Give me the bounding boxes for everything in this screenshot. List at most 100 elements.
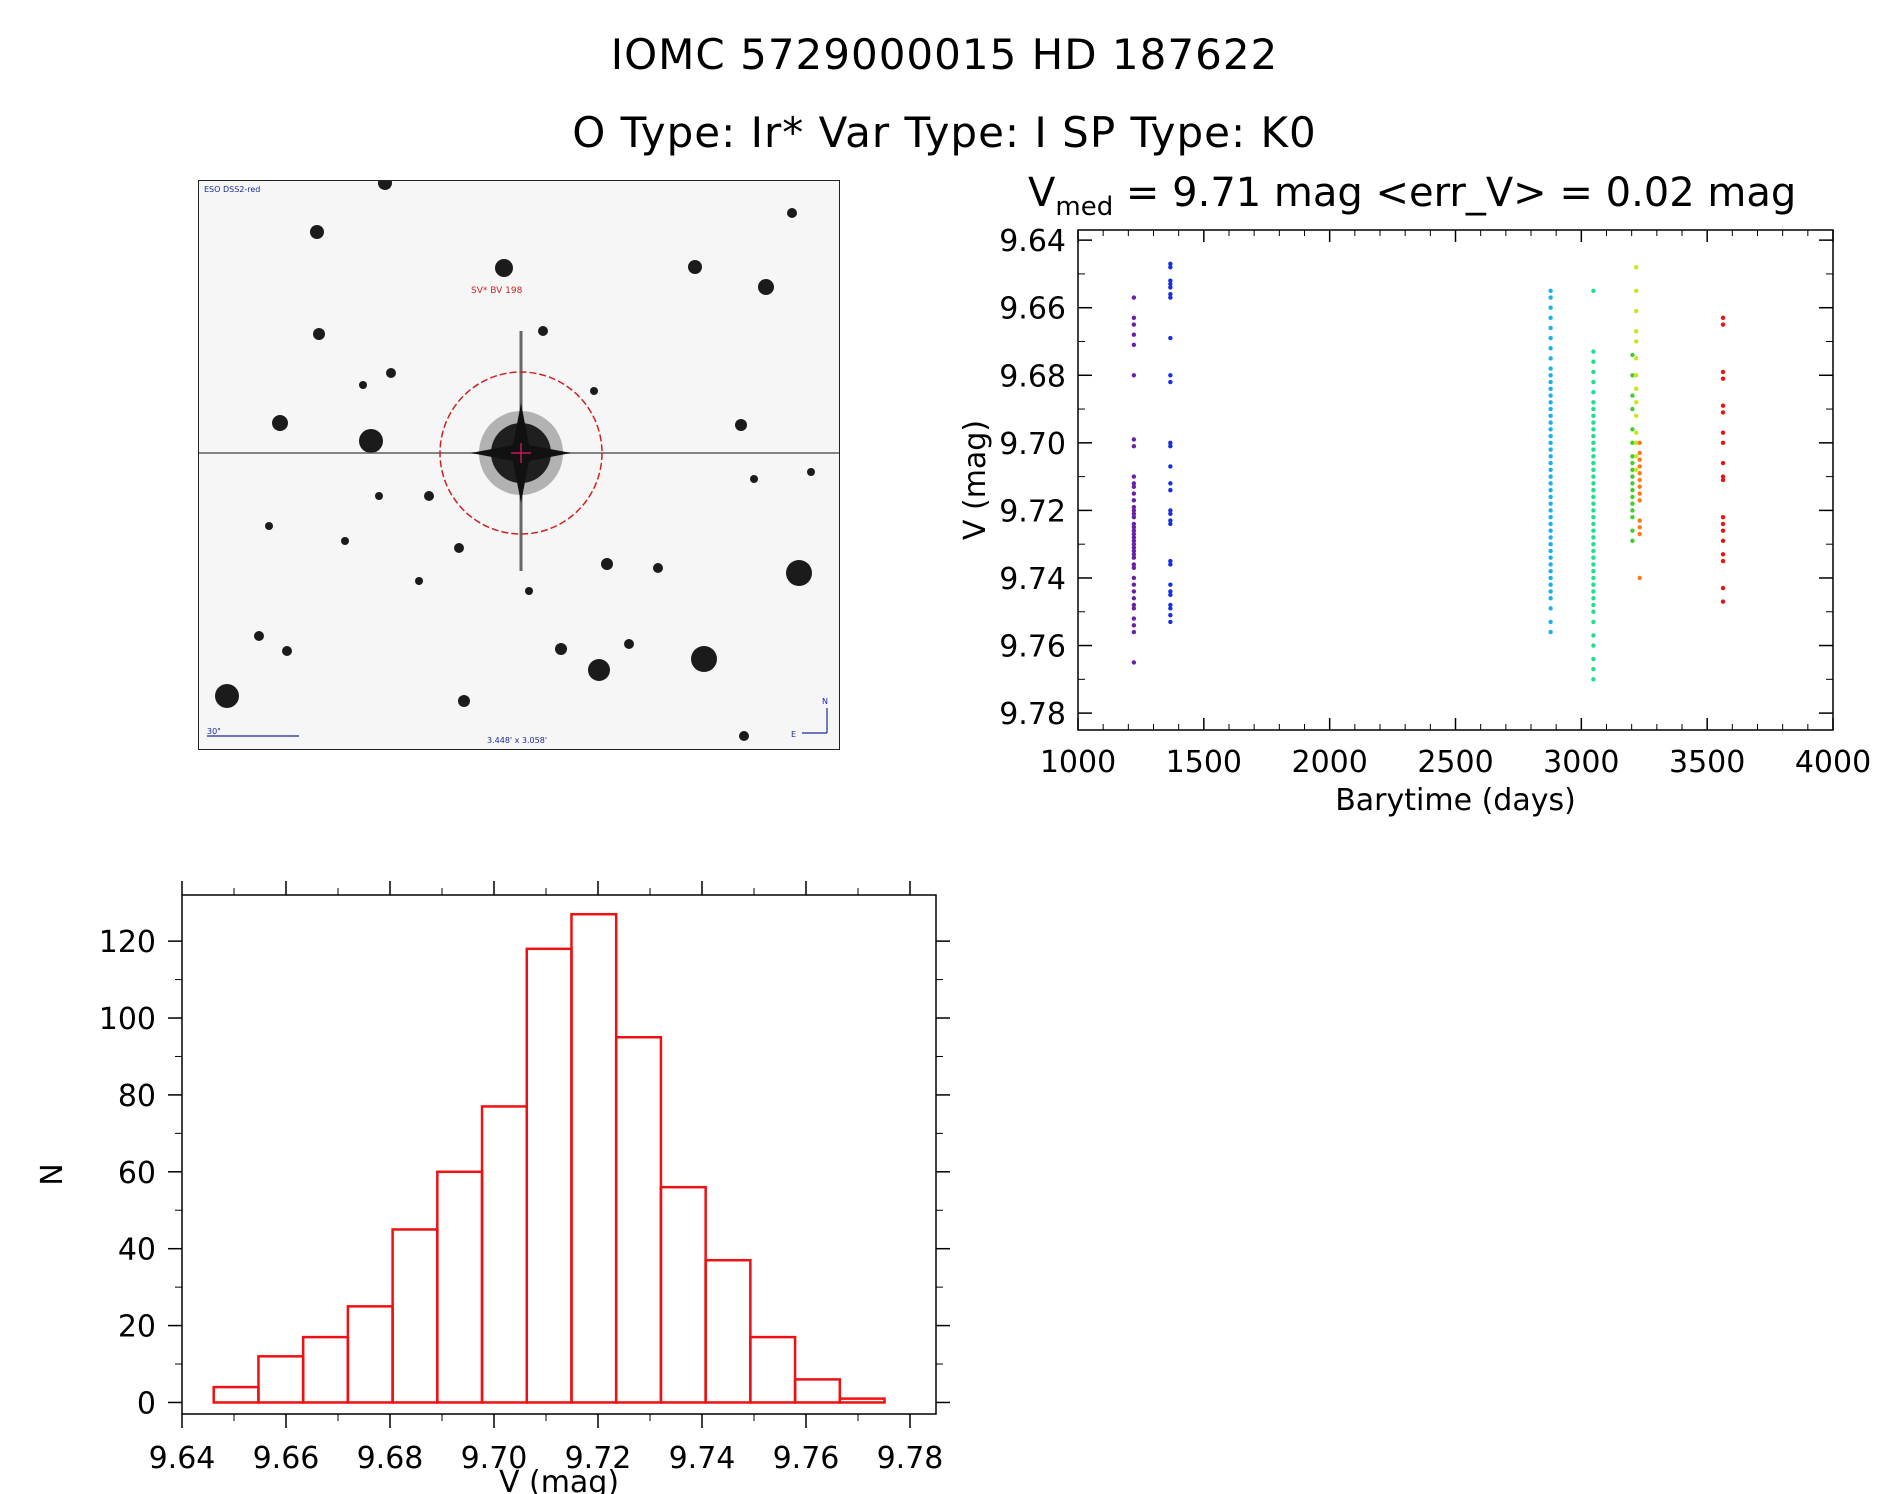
lightcurve-point	[1630, 528, 1635, 533]
survey-label: ESO DSS2-red	[204, 185, 260, 194]
lightcurve-point	[1131, 315, 1137, 321]
lightcurve-point	[1591, 369, 1596, 375]
lightcurve-point	[1168, 582, 1173, 587]
lightcurve-point	[1548, 487, 1553, 493]
lightcurve-point	[1548, 433, 1553, 439]
histogram-bar	[704, 1258, 752, 1404]
lightcurve-point	[1720, 403, 1726, 408]
lightcurve-point	[1131, 548, 1137, 554]
lightcurve-x-tick-label: 2500	[1417, 745, 1493, 780]
histogram-y-axis-label: N	[35, 1163, 70, 1185]
lightcurve-point	[1168, 562, 1173, 567]
lightcurve-title-v: V	[1028, 170, 1056, 216]
lightcurve-point	[1637, 491, 1642, 496]
lightcurve-point	[1637, 518, 1642, 523]
lightcurve-point	[1131, 660, 1137, 665]
lightcurve-point	[1131, 521, 1137, 527]
lightcurve-point	[1168, 278, 1173, 283]
histogram-x-tick-label: 9.70	[461, 1441, 528, 1476]
lightcurve-point	[1131, 474, 1137, 479]
lightcurve-point	[1548, 379, 1553, 385]
field-star	[386, 368, 396, 378]
lightcurve-point	[1720, 599, 1726, 604]
lightcurve-point	[1591, 349, 1596, 354]
lightcurve-x-tick-label: 1500	[1166, 745, 1242, 780]
lightcurve-y-tick-label: 9.74	[999, 562, 1066, 597]
lightcurve-title: Vmed = 9.71 mag <err_V> = 0.02 mag	[1028, 170, 1796, 222]
lightcurve-point	[1591, 454, 1596, 459]
lightcurve-point	[1720, 376, 1726, 381]
lightcurve-point	[1168, 285, 1173, 290]
lightcurve-point	[1591, 596, 1596, 601]
lightcurve-point	[1630, 494, 1635, 500]
lightcurve-point	[1591, 677, 1596, 682]
lightcurve-point	[1131, 481, 1137, 486]
histogram-bar	[436, 1170, 484, 1404]
lightcurve-point	[1168, 291, 1173, 297]
lightcurve-point	[1630, 373, 1635, 378]
lightcurve-point	[1548, 335, 1553, 341]
lightcurve-point	[1548, 521, 1553, 527]
lightcurve-point	[1168, 606, 1173, 611]
lightcurve-point	[1168, 589, 1173, 594]
histogram-bar	[793, 1378, 842, 1404]
lightcurve-point	[1131, 565, 1137, 571]
lightcurve-point	[1591, 460, 1596, 466]
histogram-bar	[212, 1385, 260, 1404]
lightcurve-point	[1720, 521, 1726, 527]
field-star	[265, 522, 273, 530]
lightcurve-title-sub: med	[1055, 192, 1114, 222]
lightcurve-point	[1548, 386, 1553, 391]
lightcurve-point	[1168, 487, 1173, 493]
histogram-x-tick-label: 9.64	[149, 1441, 216, 1476]
lightcurve-point	[1630, 427, 1635, 432]
lightcurve-title-rest: = 9.71 mag <err_V> = 0.02 mag	[1113, 170, 1797, 216]
lightcurve-point	[1633, 386, 1639, 391]
histogram-x-tick-label: 9.78	[877, 1441, 944, 1476]
field-star	[735, 419, 747, 431]
lightcurve-point	[1131, 589, 1137, 594]
lightcurve-point	[1591, 609, 1596, 614]
lightcurve-point	[1591, 643, 1596, 648]
lightcurve-point	[1131, 552, 1137, 557]
lightcurve-point	[1131, 373, 1137, 378]
lightcurve-point	[1633, 264, 1639, 270]
lightcurve-point	[1591, 288, 1596, 294]
lightcurve-point	[1548, 393, 1553, 398]
field-star	[458, 695, 470, 707]
lightcurve-point	[1637, 450, 1642, 456]
sky-image-canvas: ESO DSS2-red SV* BV 198 30" 3.448' x 3.0…	[199, 181, 839, 745]
lightcurve-point	[1633, 400, 1639, 405]
lightcurve-x-axis-label: Barytime (days)	[1335, 783, 1576, 818]
field-star	[424, 491, 434, 501]
lightcurve-point	[1548, 535, 1553, 540]
histogram-y-tick-label: 0	[137, 1386, 156, 1421]
lightcurve-point	[1168, 558, 1173, 564]
lightcurve-point	[1591, 467, 1596, 473]
lightcurve-point	[1131, 629, 1137, 635]
fov-label: 3.448' x 3.058'	[487, 736, 547, 745]
lightcurve-point	[1548, 569, 1553, 574]
lightcurve-y-axis-label: V (mag)	[958, 420, 993, 540]
lightcurve-point	[1131, 444, 1137, 449]
histogram-y-tick-label: 120	[99, 925, 156, 960]
lightcurve-x-tick-label: 2000	[1291, 745, 1367, 780]
histogram-y-tick-label: 20	[118, 1310, 156, 1345]
lightcurve-point	[1630, 514, 1635, 520]
lightcurve-point	[1548, 508, 1553, 513]
field-star	[624, 639, 634, 649]
field-star	[375, 492, 383, 500]
lightcurve-point	[1633, 329, 1639, 334]
lightcurve-point	[1720, 558, 1726, 564]
histogram-bar	[346, 1305, 394, 1404]
lightcurve-point	[1131, 562, 1137, 567]
lightcurve-point	[1131, 531, 1137, 537]
lightcurve-x-tick-label: 1000	[1040, 745, 1116, 780]
lightcurve-point	[1131, 498, 1137, 503]
field-star	[588, 659, 610, 681]
lightcurve-point	[1633, 413, 1639, 419]
lightcurve-point	[1548, 474, 1553, 479]
lightcurve-point	[1591, 501, 1596, 506]
histogram-bar	[659, 1185, 707, 1404]
